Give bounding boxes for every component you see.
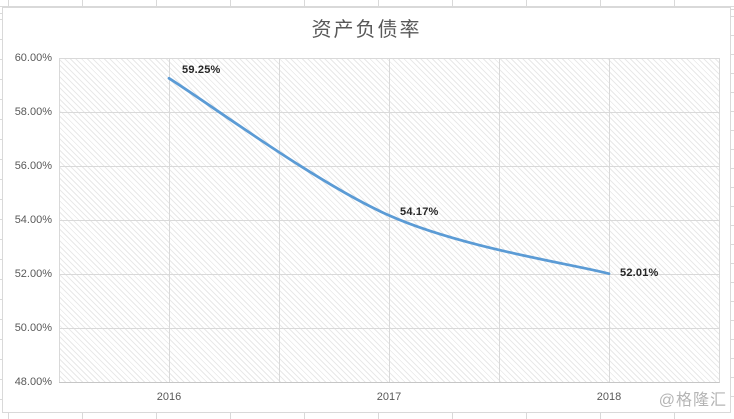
x-axis-labels: 2016 2017 2018 [59,390,720,406]
sheet-column-gridlines-bottom [0,413,734,419]
plot-area[interactable]: 59.25% 54.17% 52.01% [59,58,720,383]
line-series [167,76,611,276]
watermark-gelonghui: @格隆汇 [658,392,727,409]
chart-area[interactable]: 资产负债率 59.25% 54.17% 52.01% 60.00% 58.00% 56.… [2,7,731,413]
sheet-column-gridlines-top [0,0,734,7]
y-axis-labels: 60.00% 58.00% 56.00% 54.00% 52.00% 50.00% 48.0… [3,52,52,388]
y-axis-tick-label: 52.00% [14,268,52,280]
y-axis-tick-label: 54.00% [14,214,52,226]
series-line-path [167,76,611,276]
x-axis-tick-label: 2018 [596,391,622,403]
sheet-row-gridlines-right [731,7,734,413]
chart-title: 资产负债率 [311,19,422,41]
y-axis-tick-label: 48.00% [14,376,52,388]
data-label-2017: 54.17% [400,206,439,219]
x-axis-tick-label: 2016 [156,391,182,403]
x-axis-tick-label: 2017 [376,391,402,403]
y-axis-tick-label: 56.00% [14,160,52,172]
data-label-2018: 52.01% [620,266,659,279]
y-axis-tick-label: 50.00% [14,322,52,334]
y-axis-tick-label: 60.00% [14,52,52,64]
data-label-2016: 59.25% [182,64,221,77]
sheet-row-gridlines-left [0,7,3,413]
y-axis-tick-label: 58.00% [14,106,52,118]
